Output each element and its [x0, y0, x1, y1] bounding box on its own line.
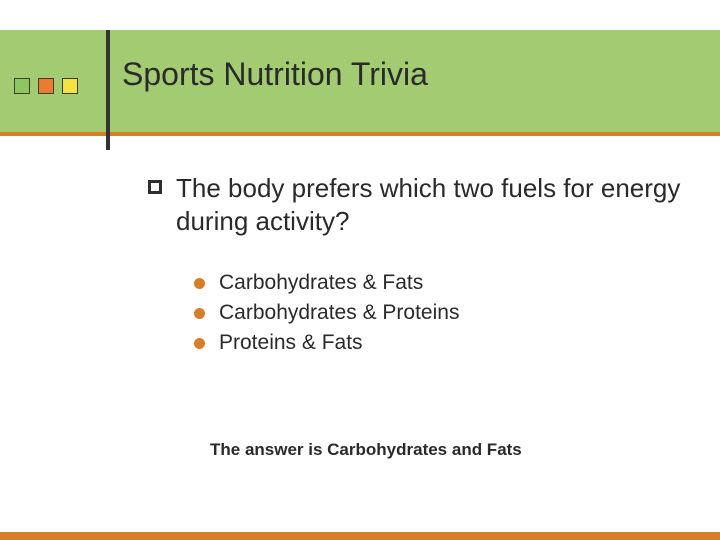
option-text: Carbohydrates & Fats	[219, 271, 423, 295]
options-list: Carbohydrates & Fats Carbohydrates & Pro…	[194, 271, 688, 355]
bullet-dot-icon	[194, 278, 205, 289]
question-row: The body prefers which two fuels for ene…	[148, 172, 688, 237]
list-item: Proteins & Fats	[194, 331, 688, 355]
list-item: Carbohydrates & Proteins	[194, 301, 688, 325]
content-area: The body prefers which two fuels for ene…	[148, 172, 688, 361]
square-orange	[38, 78, 54, 94]
question-text: The body prefers which two fuels for ene…	[176, 172, 688, 237]
top-strip	[0, 0, 720, 30]
square-yellow	[62, 78, 78, 94]
answer-text: The answer is Carbohydrates and Fats	[210, 440, 522, 460]
bullet-ring-icon	[148, 180, 162, 194]
bullet-dot-icon	[194, 338, 205, 349]
slide-title: Sports Nutrition Trivia	[122, 56, 428, 93]
bullet-dot-icon	[194, 308, 205, 319]
footer-bar	[0, 532, 720, 540]
decorative-squares	[14, 78, 78, 94]
list-item: Carbohydrates & Fats	[194, 271, 688, 295]
vertical-divider	[106, 30, 110, 150]
square-green	[14, 78, 30, 94]
option-text: Carbohydrates & Proteins	[219, 301, 459, 325]
option-text: Proteins & Fats	[219, 331, 363, 355]
